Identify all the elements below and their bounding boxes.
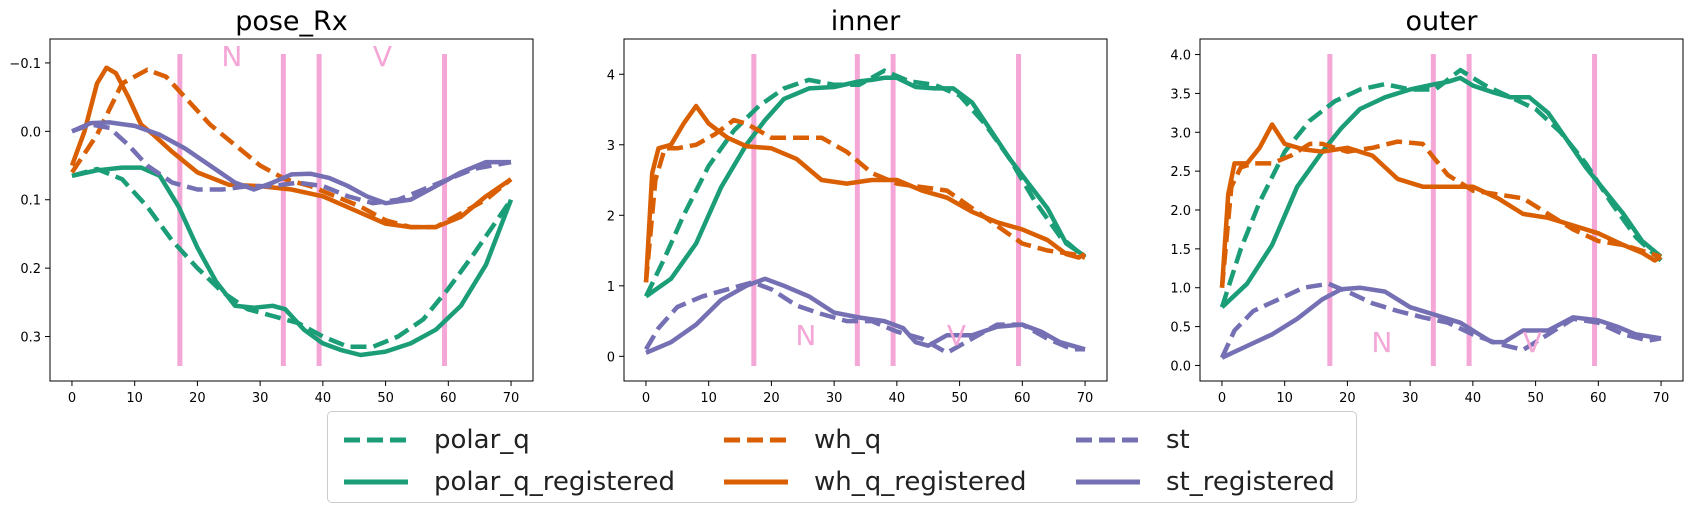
x-tick-label: 30	[1402, 391, 1419, 406]
y-tick-label: 2.0	[1170, 204, 1191, 219]
y-tick-label: −0.1	[9, 57, 41, 72]
legend-label-st-registered: st_registered	[1166, 467, 1335, 497]
x-tick-label: 70	[1653, 391, 1670, 406]
chart-title: inner	[831, 6, 901, 37]
y-tick-label: 0.3	[20, 331, 41, 346]
y-tick-label: 4	[607, 68, 615, 83]
x-tick-label: 0	[68, 391, 76, 406]
x-tick-label: 40	[1465, 391, 1482, 406]
series-line-st-registered	[1221, 285, 1662, 360]
x-tick-label: 10	[1276, 391, 1293, 406]
series-line-st-registered	[71, 120, 511, 206]
y-tick-label: 0.2	[20, 262, 41, 277]
legend-swatch-wh-q	[724, 437, 788, 443]
event-label: N	[795, 319, 816, 352]
event-label: V	[1523, 326, 1542, 359]
x-tick-label: 30	[826, 391, 843, 406]
y-tick-label: 1.0	[1170, 282, 1191, 297]
legend-label-wh-q: wh_q	[814, 425, 882, 455]
series-line-wh-q	[1219, 139, 1662, 288]
y-tick-label: 0.5	[1170, 321, 1191, 336]
legend-label-st: st	[1166, 425, 1190, 455]
x-tick-label: 60	[1014, 391, 1031, 406]
y-tick-label: 0.0	[1170, 359, 1191, 374]
series-line-polar-q-registered	[1220, 75, 1663, 309]
legend-swatch-polar-q-registered	[344, 479, 408, 485]
chart-title: outer	[1406, 6, 1479, 37]
event-label: V	[373, 40, 392, 73]
panel-pose-Rx: pose_RxN V0 10 20 30 40 50 60 70−0.10.00.10.20.3	[9, 6, 534, 406]
y-tick-label: 1	[607, 280, 615, 295]
x-tick-label: 40	[889, 391, 906, 406]
y-tick-label: 3.5	[1170, 87, 1191, 102]
x-tick-label: 10	[700, 391, 717, 406]
series-line-polar-q	[71, 166, 513, 350]
series-line-st-registered	[645, 276, 1086, 355]
series-line-wh-q-registered	[1219, 122, 1663, 288]
y-tick-label: 2.5	[1170, 165, 1191, 180]
x-tick-label: 50	[1527, 391, 1544, 406]
x-tick-label: 10	[126, 391, 143, 406]
series-line-st	[71, 122, 512, 206]
x-tick-label: 60	[1590, 391, 1607, 406]
legend-label-wh-q-registered: wh_q_registered	[814, 467, 1027, 497]
legend-label-polar-q: polar_q	[434, 425, 530, 455]
x-tick-label: 0	[1218, 391, 1226, 406]
axes-frame	[623, 38, 1108, 382]
legend: polar_q wh_q st polar_q_registered wh_q_…	[327, 411, 1357, 503]
legend-label-polar-q-registered: polar_q_registered	[434, 467, 675, 497]
y-tick-label: 4.0	[1170, 49, 1191, 64]
x-tick-label: 30	[252, 391, 269, 406]
series-line-wh-q	[643, 117, 1086, 283]
x-tick-label: 70	[503, 391, 520, 406]
x-tick-label: 40	[315, 391, 332, 406]
x-tick-label: 20	[1339, 391, 1356, 406]
legend-entry-wh-q: wh_q	[716, 420, 881, 460]
series-line-polar-q-registered	[71, 165, 514, 358]
event-label: N	[1371, 326, 1392, 359]
legend-entry-st: st	[1068, 420, 1190, 460]
x-tick-label: 50	[377, 391, 394, 406]
y-tick-label: 2	[607, 209, 615, 224]
legend-entry-wh-q-registered: wh_q_registered	[716, 462, 1026, 502]
axes-frame	[49, 38, 534, 382]
y-tick-label: 0	[607, 350, 615, 365]
legend-swatch-st	[1076, 437, 1140, 443]
event-label: N	[221, 40, 242, 73]
y-tick-label: 0.0	[20, 125, 41, 140]
y-tick-label: 3.0	[1170, 126, 1191, 141]
legend-swatch-polar-q	[344, 437, 408, 443]
legend-swatch-st-registered	[1076, 479, 1140, 485]
x-tick-label: 20	[763, 391, 780, 406]
legend-entry-st-registered: st_registered	[1068, 462, 1335, 502]
x-tick-label: 0	[642, 391, 650, 406]
x-tick-label: 60	[440, 391, 457, 406]
y-tick-label: 0.1	[20, 194, 41, 209]
x-tick-label: 70	[1077, 391, 1094, 406]
x-tick-label: 50	[951, 391, 968, 406]
y-tick-label: 3	[607, 139, 615, 154]
series-line-polar-q-registered	[644, 75, 1087, 299]
legend-entry-polar-q: polar_q	[336, 420, 530, 460]
legend-swatch-wh-q-registered	[724, 479, 788, 485]
y-tick-label: 1.5	[1170, 243, 1191, 258]
series-line-wh-q-registered	[643, 103, 1087, 283]
legend-entry-polar-q-registered: polar_q_registered	[336, 462, 675, 502]
series-line-wh-q-registered	[69, 65, 513, 230]
x-tick-label: 20	[189, 391, 206, 406]
chart-title: pose_Rx	[235, 6, 348, 37]
event-label: V	[947, 319, 966, 352]
